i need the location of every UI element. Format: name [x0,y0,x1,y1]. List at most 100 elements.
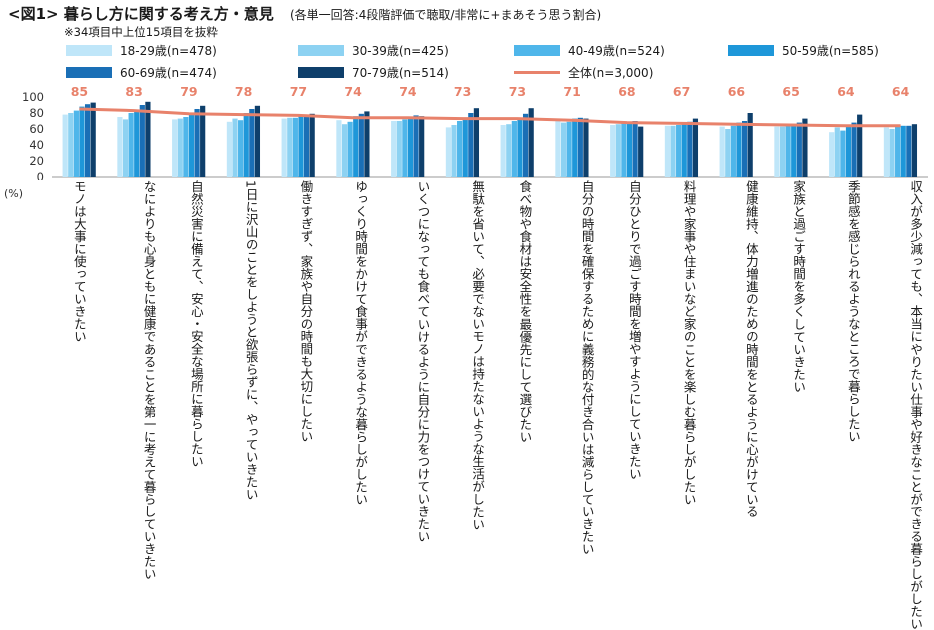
bar [802,118,808,177]
bar [681,123,687,177]
bar [451,125,457,177]
bar [736,122,742,177]
category-label: 季節感を感じられるようなところで暮らしたい [831,180,861,443]
bar [664,125,671,177]
bar [341,124,348,177]
bar [445,127,452,177]
category-label-line: していきたい [791,317,807,393]
total-value-label: 73 [509,84,526,99]
bar-chart: 0 20 40 60 80 100 85 83 79 78 77 74 74 73 73 71 68 67 66 65… [22,84,928,180]
bar [249,109,255,177]
category-label-line: 義務的な付き合いは減らして [579,342,595,506]
category-label: 食べ物や食材は安全性を最優先にして選びたい [502,180,532,443]
total-value-label: 83 [125,84,142,99]
category-label-line: 健康維持、体力増進のための [743,180,759,343]
bar [468,113,474,177]
y-tick-label: 40 [29,138,44,152]
bar [506,124,512,177]
legend-item: 50-59歳(n=585) [728,43,879,58]
bar [829,132,835,177]
category-label-line: る [743,505,759,518]
legend-swatch [514,70,560,74]
bar [358,113,364,177]
category-label-line: 季節感を感じられるような [845,180,861,330]
legend-label: 全体(n=3,000) [568,65,654,80]
bar [730,125,736,177]
bar [566,121,572,177]
bar [238,120,244,177]
bar [638,126,644,177]
bar [626,121,633,177]
legend-swatch [728,44,774,56]
bar [62,114,68,177]
category-label: モノは大事に使っていきたい [72,180,87,343]
bar [84,104,91,177]
bar [511,121,517,177]
bar [473,108,480,177]
bar [796,122,802,177]
total-value-label: 73 [454,84,471,99]
category-label-line: 安全な場所に暮らしたい [188,330,204,468]
bar [407,117,414,177]
category-label-line: 自分の時間を確保するために [579,180,595,343]
category-label-line: いけるように自分に力を [415,317,431,456]
bar [145,101,151,177]
bar [900,125,906,177]
total-value-label: 71 [563,84,580,99]
category-label-line: ゆっくり時間をかけて食事が [353,180,369,343]
category-label-line: 働きすぎず、家族や自分の [298,180,314,330]
category-label: 家族と過ごす時間を多くしていきたい [776,180,806,393]
bar [391,121,397,177]
bar [517,118,523,177]
chart-title: <図1> 暮らし方に関する考え方・意見 [8,5,274,23]
bar [177,118,183,177]
bar [298,114,304,177]
category-label-line: いくつになっても食べて [415,180,431,318]
category-label: なによりも心身ともに健康であることを第一に考えて暮らしていきたい [112,180,157,580]
y-tick-label: 0 [37,170,44,180]
bar [845,126,852,177]
legend-item: 60-69歳(n=474) [66,65,217,80]
bar [583,118,589,177]
category-label: いくつになっても食べていけるように自分に力をつけていきたい [385,180,430,543]
total-value-label: 78 [235,84,252,99]
bar [741,121,748,177]
category-label-line: できる暮らしがしたい [908,505,924,630]
bar [419,116,425,177]
bar [117,117,123,177]
y-tick-label: 60 [29,122,44,136]
bar [615,124,621,177]
bar [413,115,419,177]
legend-label: 70-79歳(n=514) [352,65,449,80]
category-label-line: ことを楽しむ暮らしがしたい [681,342,697,506]
bar [90,102,96,177]
category-label-line: 収入が多少減っても、本当に [908,180,924,343]
bar [676,125,682,177]
bar [200,105,206,177]
bar [725,129,731,177]
bar [364,111,370,177]
total-value-label: 79 [180,84,197,99]
bar [134,110,140,177]
chart-note: ※34項目中上位15項目を抜粋 [64,25,218,39]
bar [621,123,627,177]
legend-label: 40-49歳(n=524) [568,43,665,58]
bar [895,126,901,177]
legend-swatch [66,66,112,78]
legend-swatch [514,44,560,56]
bar [889,129,895,177]
total-value-label: 77 [290,84,307,99]
legend-label: 60-69歳(n=474) [120,65,217,80]
category-label: 働きすぎず、家族や自分の時間も大切にしたい [283,180,313,443]
bar [188,113,195,177]
bar [840,130,846,177]
bar [906,125,912,177]
category-label-line: つけていきたい [415,455,431,543]
legend-label: 18-29歳(n=478) [120,43,217,58]
category-label-line: 時間も大切にしたい [298,330,314,443]
category-label: 自分ひとりで過ごす時間を増やすようにしていきたい [612,180,642,480]
bar [402,119,408,177]
category-label-line: モノは大事に使っていきたい [71,180,87,343]
legend-item: 70-79歳(n=514) [298,65,449,80]
bar [128,113,134,177]
